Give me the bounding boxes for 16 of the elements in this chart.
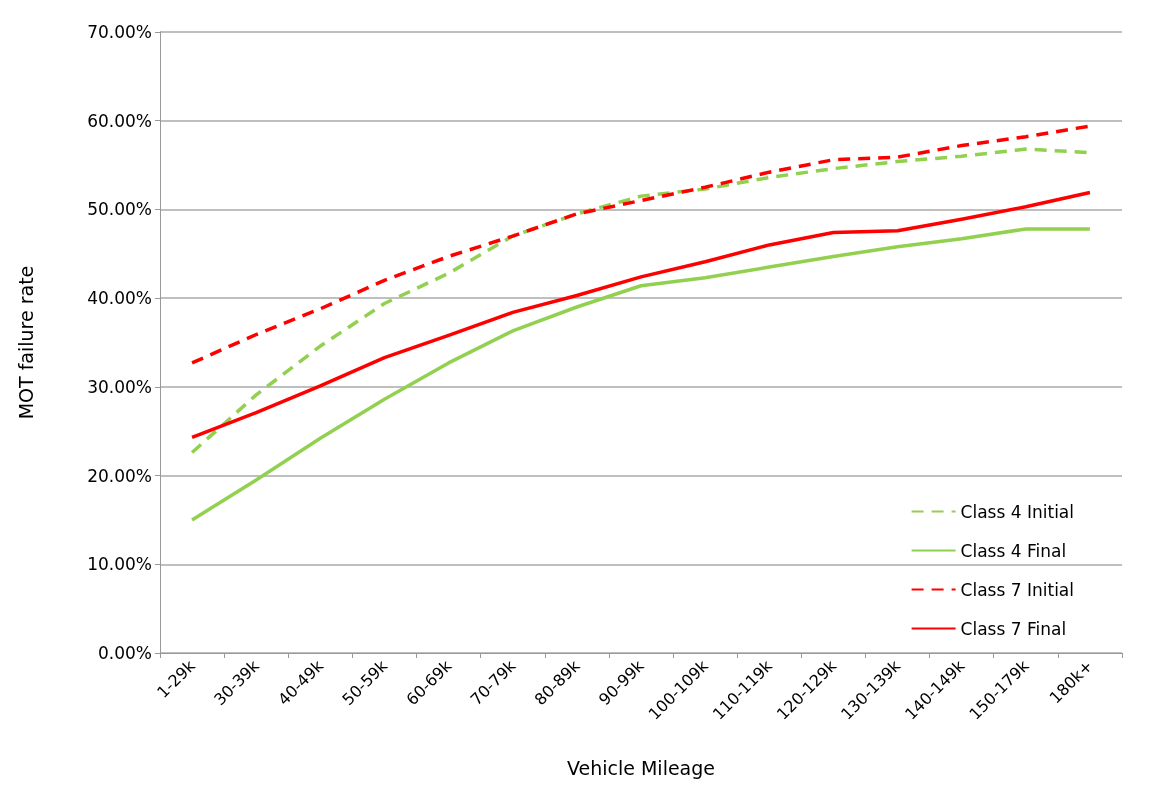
y-tick-label: 70.00% (87, 22, 152, 42)
y-tick-label: 0.00% (97, 643, 152, 663)
line-series (190, 190, 1092, 440)
y-axis-title: MOT failure rate (14, 265, 37, 420)
y-tick-label: 30.00% (87, 376, 152, 397)
legend-label: Class 7 Initial (960, 579, 1074, 600)
x-axis-title: Vehicle Mileage (566, 756, 716, 779)
y-tick-label: 40.00% (87, 288, 152, 309)
line-series (190, 227, 1092, 522)
y-tick-label: 50.00% (87, 199, 152, 220)
legend-label: Class 7 Final (960, 618, 1067, 639)
legend-label: Class 4 Initial (960, 501, 1074, 522)
y-tick-label: 20.00% (87, 465, 152, 486)
y-tick-label: 10.00% (87, 554, 152, 575)
y-tick-label: 60.00% (87, 110, 152, 131)
legend-label: Class 4 Final (960, 540, 1067, 561)
